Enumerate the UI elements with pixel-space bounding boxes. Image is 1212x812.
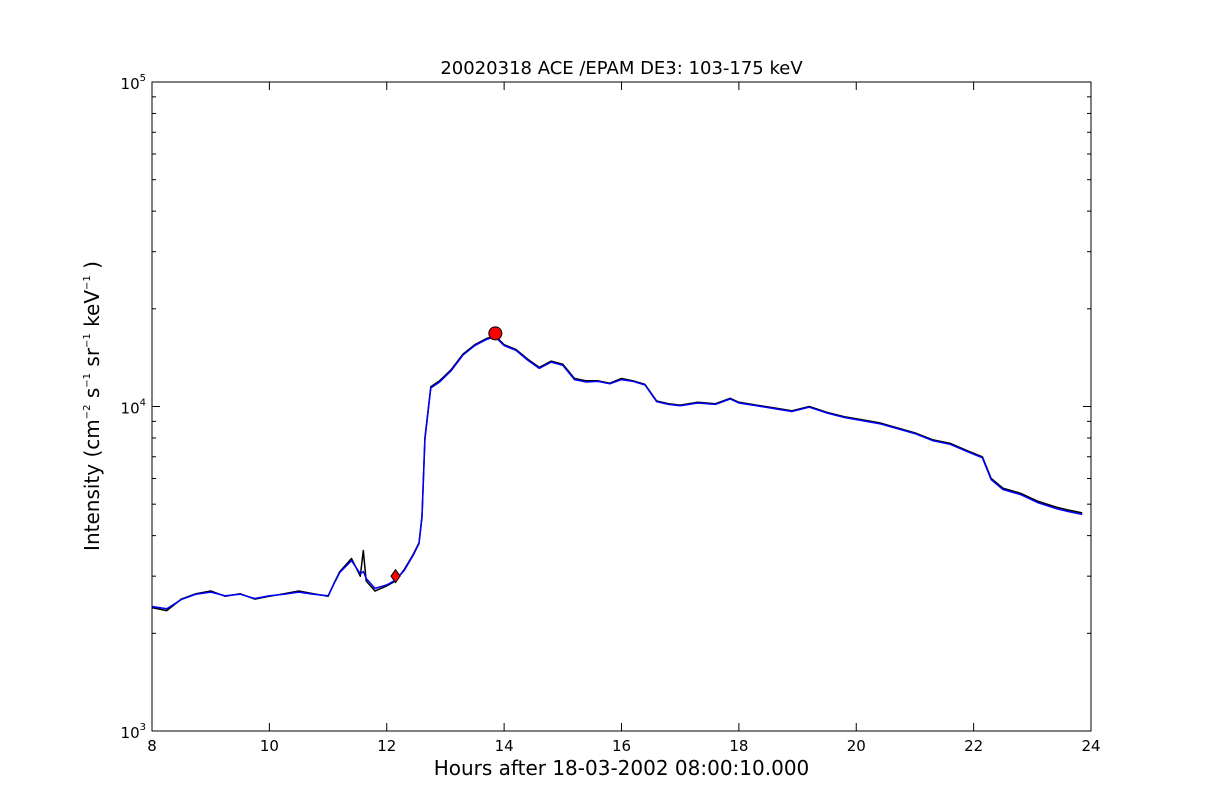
y-tick-exp: 5 bbox=[140, 73, 146, 84]
y-tick-exp: 3 bbox=[140, 722, 146, 733]
y-label-s: s bbox=[80, 388, 104, 405]
x-tick-label: 8 bbox=[147, 737, 157, 755]
y-label-exp4: −1 bbox=[82, 275, 93, 290]
minor-ticks bbox=[152, 96, 1091, 634]
y-label-exp1: −2 bbox=[82, 404, 93, 419]
x-axis-ticks: 8 10 12 14 16 18 20 22 24 bbox=[147, 82, 1101, 755]
y-axis-label: Intensity (cm−2 s−1 sr−1 keV−1 ) bbox=[80, 261, 104, 551]
y-label-exp2: −1 bbox=[82, 373, 93, 388]
y-tick-label: 103 bbox=[121, 722, 146, 742]
y-tick-base: 10 bbox=[121, 400, 140, 418]
y-label-close: ) bbox=[80, 261, 104, 275]
x-tick-label: 22 bbox=[964, 737, 983, 755]
x-tick-label: 10 bbox=[260, 737, 279, 755]
x-tick-label: 16 bbox=[612, 737, 631, 755]
y-label-main: Intensity (cm bbox=[80, 419, 104, 551]
y-tick-exp: 4 bbox=[140, 398, 146, 409]
onset-marker bbox=[390, 568, 401, 584]
plot-area bbox=[151, 81, 1092, 732]
y-label-kev: keV bbox=[80, 290, 104, 334]
marker-layer bbox=[390, 326, 503, 584]
x-tick-label: 24 bbox=[1081, 737, 1100, 755]
peak-marker bbox=[488, 326, 503, 341]
x-tick-label: 14 bbox=[495, 737, 514, 755]
chart-title: 20020318 ACE /EPAM DE3: 103-175 keV bbox=[440, 58, 803, 79]
y-tick-base: 10 bbox=[121, 75, 140, 93]
series-layer bbox=[151, 335, 1083, 612]
x-tick-label: 20 bbox=[847, 737, 866, 755]
y-tick-base: 10 bbox=[121, 724, 140, 742]
series-line-1 bbox=[151, 336, 1083, 610]
y-tick-label: 105 bbox=[121, 73, 146, 93]
x-axis-label: Hours after 18-03-2002 08:00:10.000 bbox=[434, 756, 810, 780]
y-label-exp3: −1 bbox=[82, 333, 93, 348]
y-tick-label: 104 bbox=[121, 398, 146, 418]
x-tick-label: 12 bbox=[377, 737, 396, 755]
y-label-sr: sr bbox=[80, 347, 104, 373]
x-tick-label: 18 bbox=[729, 737, 748, 755]
